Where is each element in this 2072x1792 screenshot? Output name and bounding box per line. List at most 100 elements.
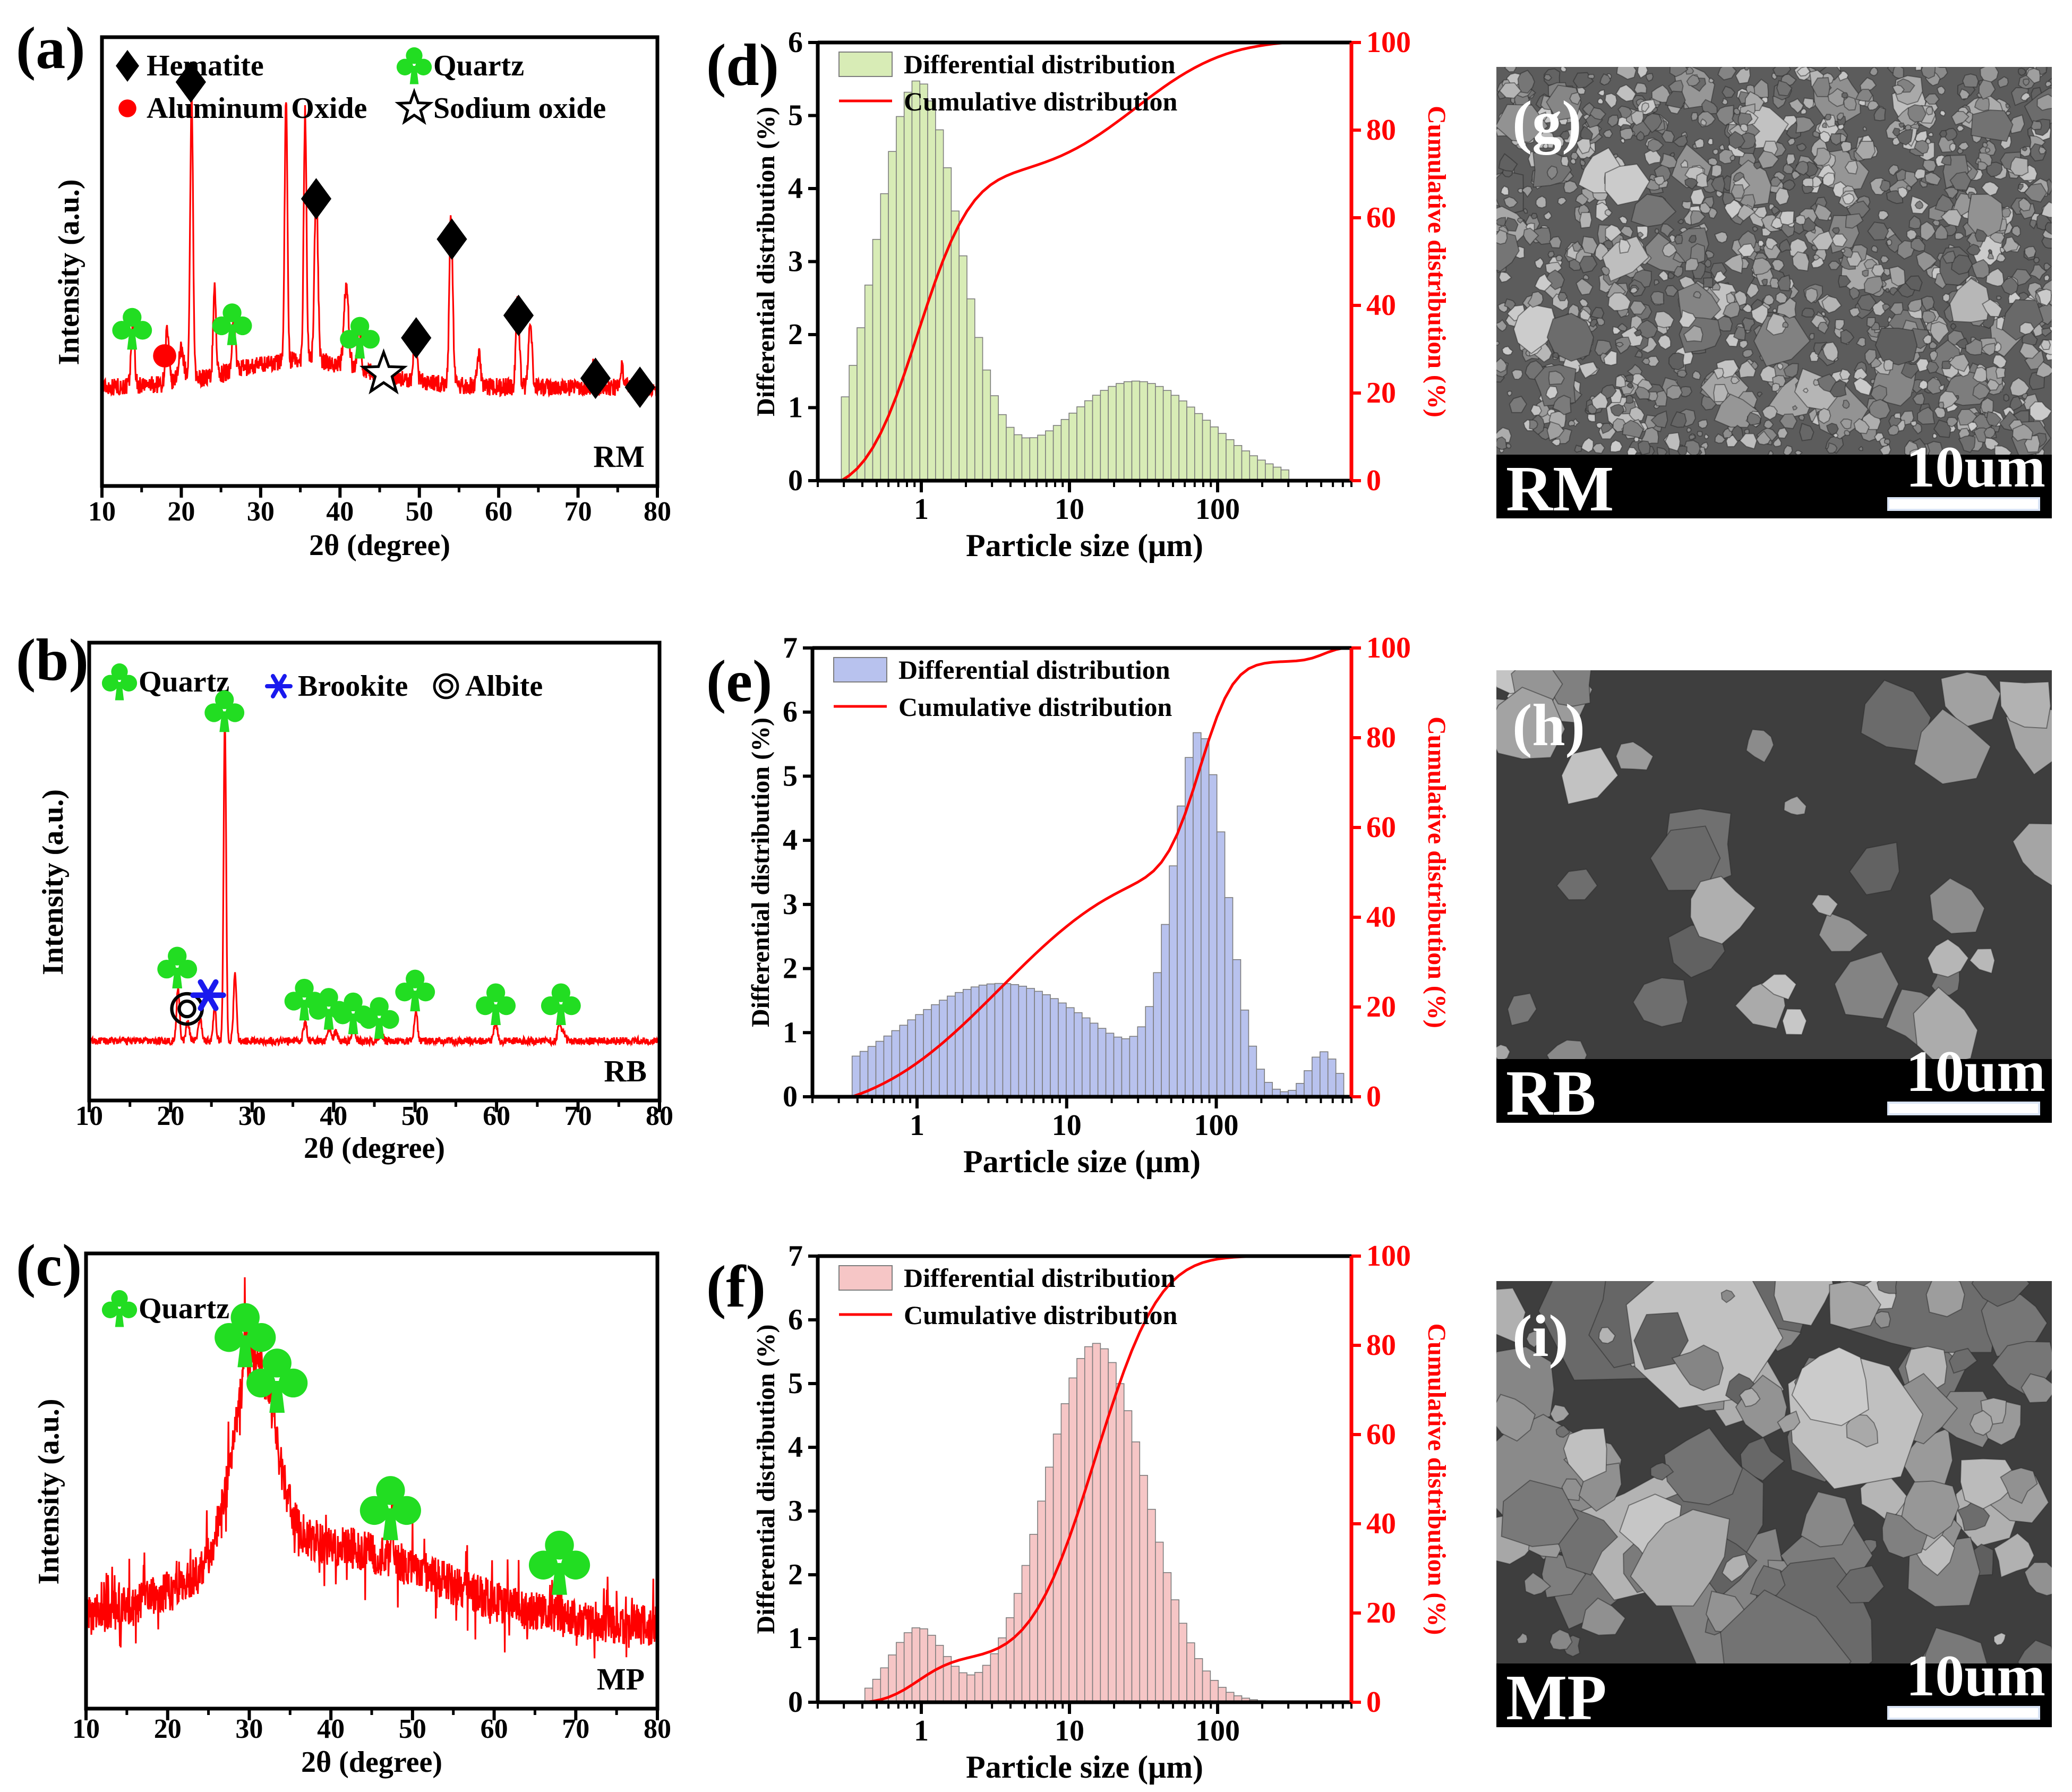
sem-particle — [1814, 203, 1833, 221]
histogram-bar — [915, 1014, 924, 1097]
sem-particle — [1665, 90, 1686, 109]
histogram-bar — [1272, 466, 1282, 481]
sem-particle — [1707, 138, 1714, 146]
sem-particle — [1924, 172, 1942, 186]
club-lobe — [376, 1476, 405, 1505]
sem-particle — [1883, 359, 1894, 371]
sem-particle — [1555, 1424, 1571, 1438]
sem-particle — [1878, 210, 1889, 220]
sem-particle — [1776, 80, 1793, 97]
sem-particle — [1598, 1327, 1616, 1344]
histogram-bar — [966, 1674, 975, 1703]
sem-particle — [1810, 255, 1825, 269]
sem-particle — [1552, 352, 1559, 359]
sem-particle — [1886, 238, 1893, 246]
sem-particle — [1534, 273, 1553, 292]
sem-particle — [1826, 442, 1838, 454]
sem-particle — [1862, 269, 1869, 277]
sem-particle — [1641, 102, 1650, 113]
sample-label: RB — [604, 1054, 647, 1088]
club-stem — [127, 329, 138, 350]
histogram-bar — [1202, 420, 1211, 481]
sem-particle — [1684, 177, 1699, 190]
sem-particle — [1942, 293, 1950, 303]
peak-marker-club — [359, 1476, 421, 1540]
sample-label: RM — [593, 439, 645, 474]
sem-particle — [1607, 114, 1619, 128]
club-lobe — [359, 1010, 379, 1029]
sem-particle — [1734, 290, 1748, 307]
histogram-bar — [1186, 1642, 1195, 1703]
histogram-bar — [1296, 1083, 1305, 1097]
histogram-bar — [955, 992, 964, 1097]
peak-marker-club — [359, 997, 399, 1039]
sem-particle — [1563, 180, 1579, 194]
sem-particle — [1579, 159, 1586, 167]
sem-particle — [1896, 129, 1913, 146]
sem-particle — [1740, 1437, 1785, 1482]
club-lobe — [350, 317, 370, 336]
y-tick-label: 3 — [783, 888, 798, 921]
sem-particle — [1795, 215, 1806, 225]
club-stem — [348, 1013, 358, 1035]
sem-particle — [1692, 370, 1701, 380]
sem-texture-rm — [1496, 67, 2052, 518]
x-tick-label: 50 — [406, 497, 433, 527]
sem-particle — [1782, 1008, 1808, 1036]
sem-particle — [1600, 266, 1610, 276]
asterisk-arm — [198, 979, 219, 1011]
panel-label: (f) — [706, 1254, 766, 1320]
club-lobe — [416, 983, 435, 1002]
club-lobe — [295, 978, 314, 998]
peak-marker-diamond — [580, 357, 611, 399]
y2-tick-label: 100 — [1366, 1240, 1411, 1273]
sem-particle — [1889, 287, 1898, 296]
sem-particle — [1870, 357, 1882, 369]
sem-particle — [1949, 171, 1972, 191]
panel-label: (c) — [16, 1233, 82, 1299]
sem-particle — [1929, 340, 1938, 349]
histogram-bar — [888, 151, 897, 481]
legend-club-icon — [101, 1290, 138, 1327]
sem-particle — [1873, 106, 1886, 122]
y-axis-label: Intensity (a.u.) — [53, 179, 85, 365]
sem-particle — [2043, 274, 2050, 281]
club-stem — [219, 711, 230, 732]
histogram-bar — [1029, 437, 1038, 481]
sem-particle — [1910, 420, 1917, 427]
sem-particle — [1821, 311, 1826, 317]
y-tick-label: 6 — [788, 1303, 803, 1336]
sem-particle — [1927, 132, 1934, 137]
sem-particle — [1978, 79, 1996, 100]
x-axis-label: Particle size (μm) — [966, 528, 1203, 563]
x-axis-label: 2θ (degree) — [309, 529, 450, 562]
peak-marker-diamond — [436, 218, 467, 260]
x-axis-label: 2θ (degree) — [301, 1746, 442, 1779]
sem-particle — [1719, 143, 1725, 151]
club-stem — [491, 1004, 501, 1025]
sem-particle — [1496, 104, 1549, 143]
histogram-bar — [919, 83, 928, 481]
y2-tick-label: 40 — [1366, 1507, 1396, 1540]
xrd-panel-c: 10 20 30 40 50 60 70 80 2θ (degree) Intensity (a.… — [0, 1222, 690, 1792]
sem-particle — [1523, 227, 1539, 246]
sem-particle — [1761, 405, 1778, 421]
sem-particle — [1580, 1597, 1626, 1636]
peak-marker-star — [359, 348, 408, 395]
histogram-bar — [1155, 386, 1164, 481]
sem-particle — [1634, 349, 1643, 358]
club-lobe — [380, 1010, 399, 1029]
sem-particle — [2010, 87, 2030, 106]
sem-particle — [1697, 431, 1703, 437]
sem-particle — [1615, 374, 1626, 388]
sem-particle — [1828, 260, 1841, 270]
sem-particle — [1710, 164, 1723, 177]
histogram-bar — [935, 129, 944, 481]
histogram-bar — [1194, 1658, 1203, 1703]
club-stem — [552, 1563, 567, 1595]
sem-particle — [1984, 147, 1991, 153]
histogram-bar — [1026, 988, 1035, 1097]
target-ring — [177, 999, 196, 1019]
sem-particle — [1779, 210, 1795, 226]
sem-particle — [1760, 974, 1797, 1001]
